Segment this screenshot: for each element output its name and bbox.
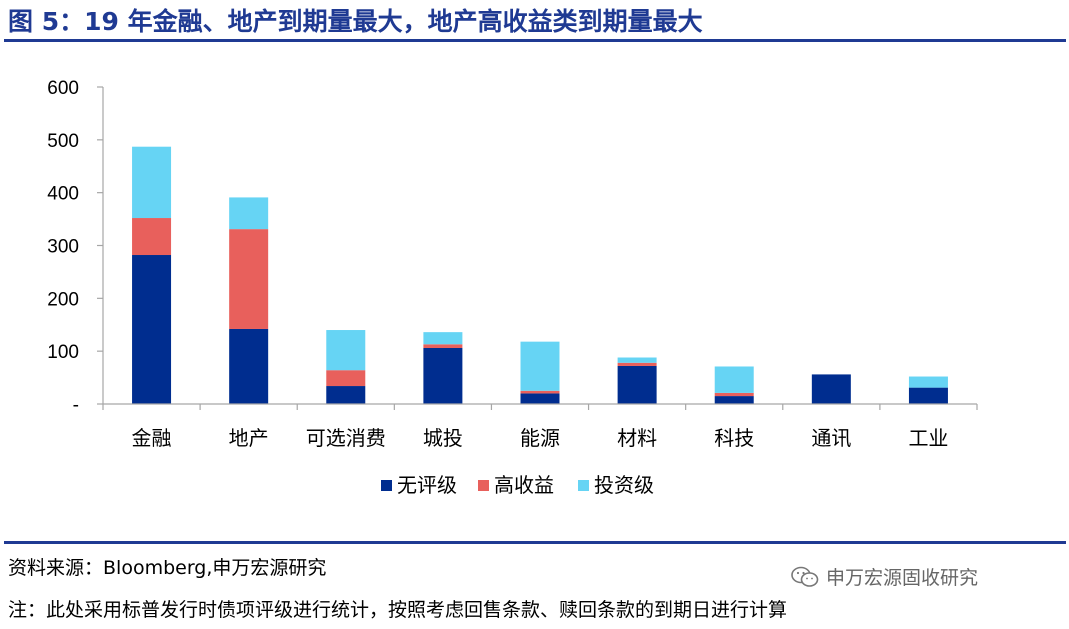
y-tick-label: 600 [47,78,79,99]
bar-segment [617,362,657,366]
watermark: 申万宏源固收研究 [790,563,978,590]
legend-item: 无评级 [381,473,457,497]
note-text: 注：此处采用标普发行时债项评级进行统计，按照考虑回售条款、赎回条款的到期日进行计… [8,599,788,621]
legend-swatch [381,480,392,491]
bar-segment [132,218,172,256]
x-tick-label: 金融 [132,426,172,450]
legend-item: 高收益 [478,473,554,497]
bar-segment [714,366,754,393]
bars [132,146,948,404]
bar-segment [714,396,754,404]
x-tick-label: 科技 [714,426,754,450]
watermark-text: 申万宏源固收研究 [826,567,979,589]
legend-swatch [578,480,589,491]
bar-segment [326,370,366,387]
x-tick-label: 通讯 [811,426,851,450]
bar-segment [326,330,366,371]
x-tick-label: 可选消费 [306,426,386,450]
bar-segment [132,146,172,219]
bar-segment [423,344,463,348]
stacked-bar-chart: - 100 200 300 400 500 600 金融 地产 可选消费 城投 能源 材料 科技 通讯 工业… [47,78,978,497]
y-tick-label: 300 [47,237,79,258]
bar-segment [617,365,657,404]
legend-item: 投资级 [578,473,654,497]
bar-segment [229,197,269,230]
y-tick-label: 500 [47,131,79,152]
bar-segment [811,374,851,404]
bar-segment [229,229,269,329]
bar-segment [908,387,948,404]
bar-segment [326,386,366,404]
bar-segment [423,332,463,345]
y-tick-label: 400 [47,184,79,205]
bar-segment [908,376,948,388]
x-tick-label: 城投 [423,426,463,450]
bar-segment [520,390,560,394]
legend-swatch [478,480,489,491]
wechat-icon [791,566,819,587]
y-tick-label: 100 [47,342,79,363]
x-tick-label: 地产 [229,426,269,450]
bar-segment [423,347,463,404]
y-tick-label: - [73,395,79,416]
bar-segment [229,328,269,404]
legend-label: 高收益 [494,473,554,497]
y-tick-label: 200 [47,289,79,310]
title-rule [4,39,1066,42]
legend-label: 投资级 [594,473,654,497]
legend: 无评级 高收益 投资级 [381,473,654,497]
source-text: 资料来源：Bloomberg,申万宏源研究 [8,557,327,579]
x-axis: 金融 地产 可选消费 城投 能源 材料 科技 通讯 工业 [102,403,978,450]
y-axis: - 100 200 300 400 500 600 [47,78,104,416]
x-tick-label: 材料 [617,426,657,450]
bar-segment [714,392,754,397]
x-tick-label: 工业 [908,426,948,450]
footer-rule [4,541,1066,544]
bar-segment [617,357,657,363]
x-tick-label: 能源 [520,426,560,450]
figure-title: 图 5：19 年金融、地产到期量最大，地产高收益类到期量最大 [8,7,703,36]
bar-segment [520,393,560,404]
bar-segment [520,341,560,391]
bar-segment [132,255,172,404]
legend-label: 无评级 [397,473,457,497]
